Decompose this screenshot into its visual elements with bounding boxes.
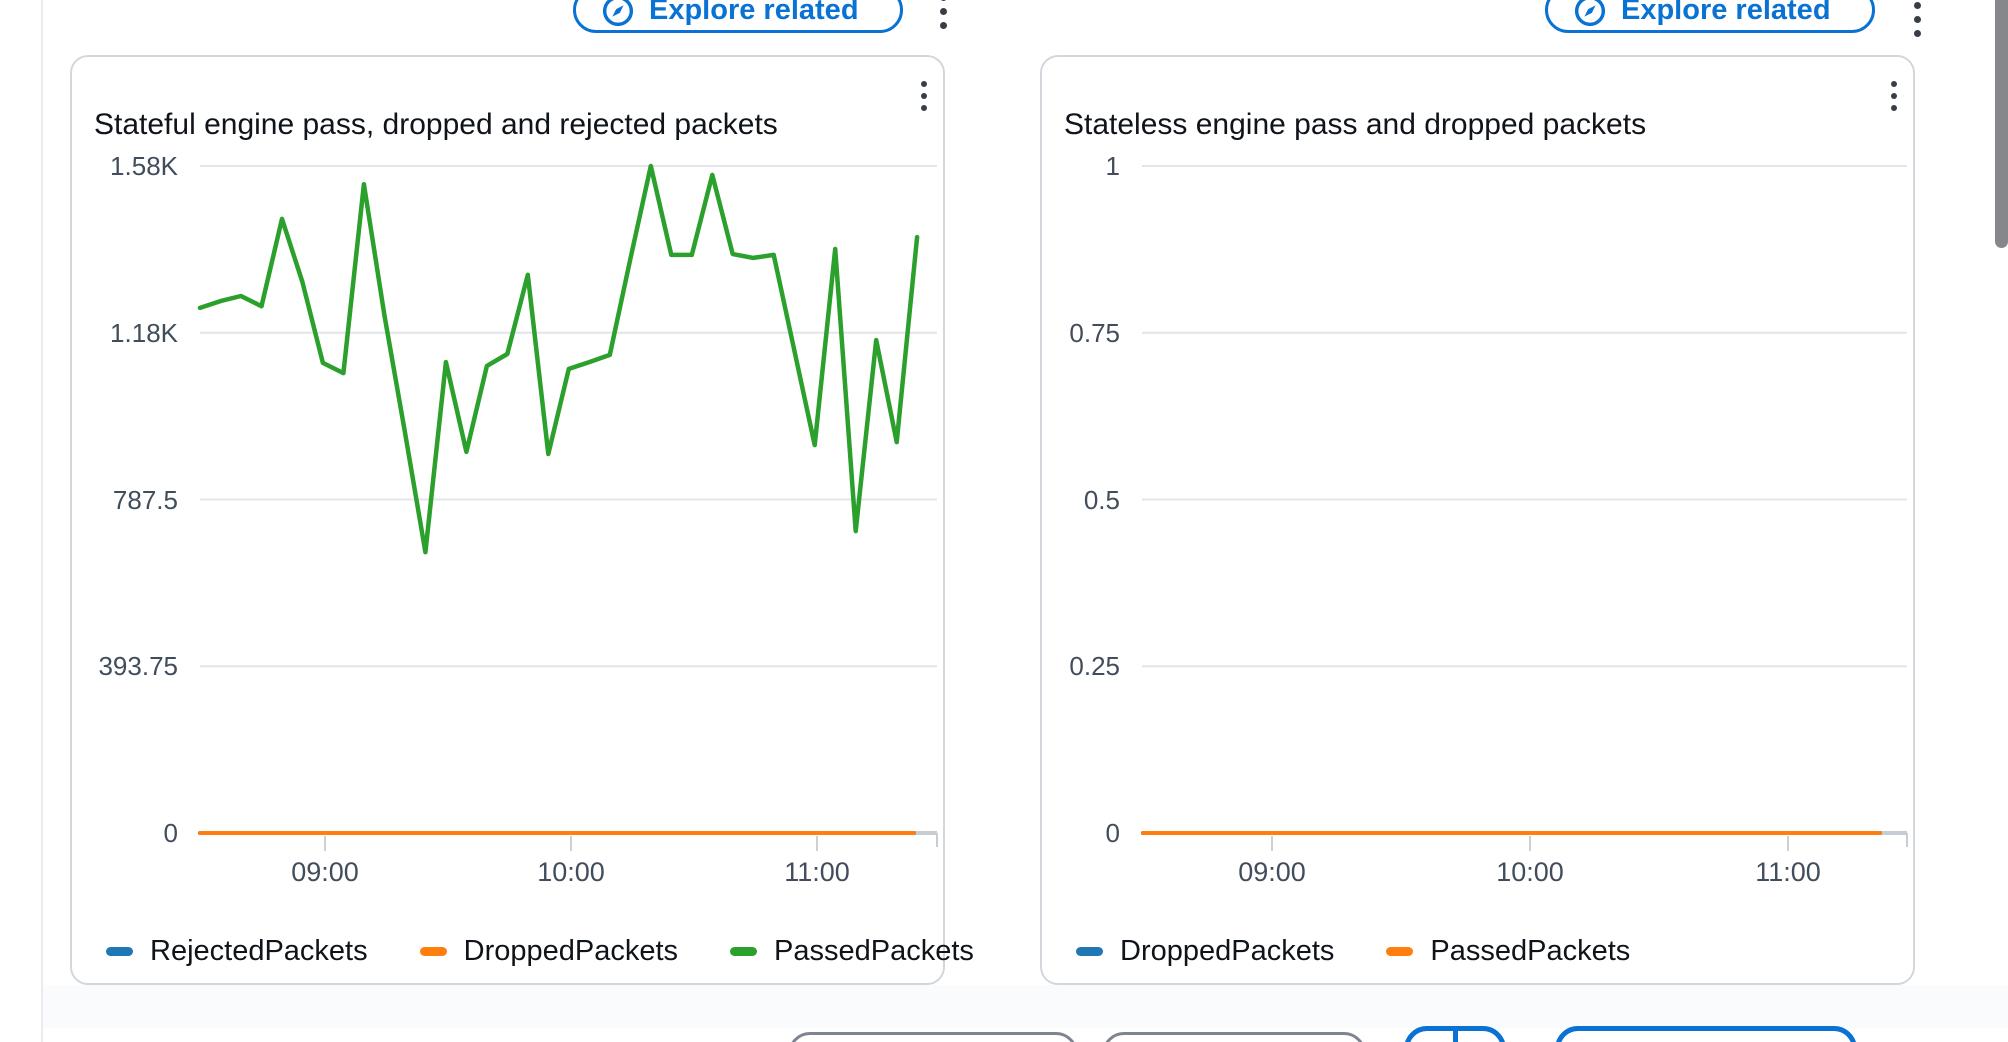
- x-axis-label: 11:00: [1755, 857, 1821, 887]
- x-axis-label: 09:00: [1238, 857, 1306, 887]
- stateful-chart-card: 1.58K 1.18K 787.5 393.75 0 09:00 10:00 11:00 Rej…: [70, 55, 974, 985]
- y-axis-label: 0: [1105, 818, 1120, 848]
- footer-button-primary[interactable]: [1555, 1026, 1857, 1042]
- legend-item-PassedPackets[interactable]: PassedPackets: [730, 935, 974, 968]
- explore-related-button-left[interactable]: Explore related: [573, 0, 903, 33]
- x-axis-label: 09:00: [291, 857, 359, 887]
- y-axis-label: 0.5: [1083, 484, 1120, 515]
- segment-divider: [1453, 1031, 1459, 1042]
- chart-plot-area: [1141, 165, 1908, 851]
- x-axis-label: 10:00: [537, 857, 605, 887]
- x-axis-label: 10:00: [1496, 857, 1564, 887]
- legend-color-dash: [1076, 946, 1103, 956]
- vertical-scrollbar-thumb[interactable]: [1995, 0, 2008, 248]
- stateless-chart: 1 0.75 0.5 0.25 0 09:00 10:00 11:00 DroppedPacke…: [1042, 57, 1913, 983]
- footer-button-secondary-2[interactable]: [1102, 1032, 1366, 1042]
- legend-label: DroppedPackets: [1120, 934, 1335, 967]
- legend-label: PassedPackets: [774, 934, 974, 967]
- legend-color-dash: [106, 946, 133, 956]
- page-left-divider: [41, 0, 43, 1042]
- footer-button-secondary-1[interactable]: [788, 1032, 1078, 1042]
- legend-item-DroppedPackets[interactable]: DroppedPackets: [419, 934, 679, 968]
- legend-color-dash: [419, 946, 447, 956]
- legend-item-RejectedPackets[interactable]: RejectedPackets: [106, 935, 368, 968]
- chart-legend: DroppedPackets PassedPackets: [1076, 929, 1630, 973]
- series-line-PassedPackets: [197, 163, 920, 555]
- legend-label: RejectedPackets: [150, 934, 368, 967]
- y-axis-label: 0: [163, 818, 178, 848]
- x-axis-label: 11:00: [784, 857, 850, 887]
- chart-title: Stateful engine pass, dropped and reject…: [94, 107, 778, 141]
- y-axis-label: 0.25: [1069, 651, 1120, 682]
- y-axis-label: 0.75: [1069, 317, 1120, 348]
- legend-label: DroppedPackets: [463, 934, 679, 967]
- y-axis-label: 393.75: [98, 651, 178, 682]
- chart-menu-icon[interactable]: [921, 81, 927, 111]
- legend-color-dash: [1386, 946, 1414, 956]
- chart-legend: RejectedPackets DroppedPackets PassedPacke…: [106, 929, 974, 973]
- chart-menu-icon[interactable]: [1891, 81, 1897, 111]
- explore-related-button-right[interactable]: Explore related: [1545, 0, 1875, 33]
- y-axis-label: 1: [1105, 151, 1120, 181]
- stateful-chart: 1.58K 1.18K 787.5 393.75 0 09:00 10:00 11:00 Rej…: [72, 57, 973, 983]
- legend-item-PassedPackets[interactable]: PassedPackets: [1386, 935, 1630, 968]
- explore-icon: [602, 0, 634, 27]
- chart-plot-area: [197, 163, 938, 851]
- legend-label: PassedPackets: [1430, 934, 1631, 967]
- more-options-icon-top-right[interactable]: [1914, 2, 1921, 37]
- legend-item-DroppedPackets[interactable]: DroppedPackets: [1076, 935, 1334, 968]
- y-axis-label: 787.5: [112, 484, 178, 515]
- chart-title: Stateless engine pass and dropped packet…: [1064, 107, 1647, 141]
- footer-band: [43, 985, 2008, 1028]
- stateless-chart-card: 1 0.75 0.5 0.25 0 09:00 10:00 11:00 DroppedPacke…: [1040, 55, 1915, 985]
- y-axis-label: 1.58K: [110, 151, 178, 181]
- footer-segmented-control[interactable]: [1404, 1026, 1506, 1042]
- y-axis-label: 1.18K: [110, 317, 178, 348]
- more-options-icon-top-left[interactable]: [940, 0, 947, 29]
- explore-related-label: Explore related: [649, 0, 859, 26]
- explore-icon: [1574, 0, 1606, 27]
- legend-color-dash: [730, 946, 758, 956]
- explore-related-label: Explore related: [1621, 0, 1831, 26]
